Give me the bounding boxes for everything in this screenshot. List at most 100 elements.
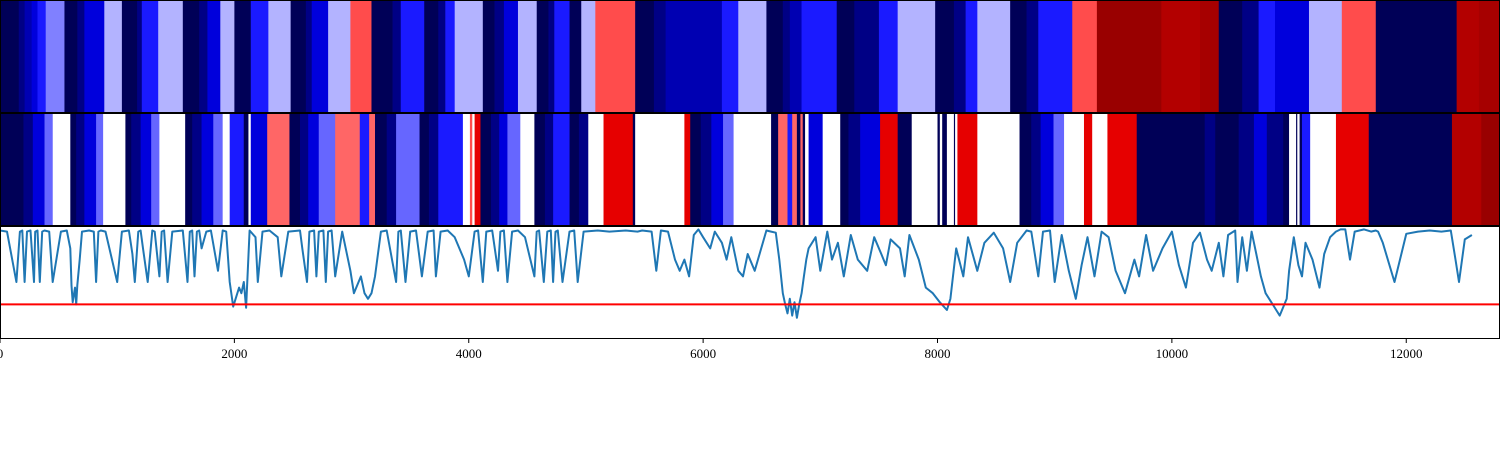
heatmap-cell bbox=[632, 113, 636, 225]
heatmap-cell bbox=[318, 113, 336, 225]
heatmap-cell bbox=[158, 0, 184, 112]
heatmap-cell bbox=[392, 0, 402, 112]
heatmap-cell bbox=[1283, 113, 1290, 225]
series-line bbox=[0, 228, 1473, 319]
heatmap-cell bbox=[419, 113, 430, 225]
heatmap-cell bbox=[121, 0, 138, 112]
heatmap-cell bbox=[32, 113, 45, 225]
heatmap-cell bbox=[957, 113, 978, 225]
heatmap-cell bbox=[494, 0, 505, 112]
heatmap-cell bbox=[569, 0, 582, 112]
heatmap-cell bbox=[1242, 0, 1259, 112]
heatmap-cell bbox=[897, 0, 936, 112]
heatmap-cell bbox=[1136, 113, 1206, 225]
heatmap-cell bbox=[159, 113, 186, 225]
heatmap-cell bbox=[469, 113, 473, 225]
heatmap-cell bbox=[787, 113, 793, 225]
heatmap-cell bbox=[499, 113, 508, 225]
heatmap-cell bbox=[766, 0, 784, 112]
heatmap-cell bbox=[635, 113, 685, 225]
heatmap-cell bbox=[771, 113, 779, 225]
heatmap-cell bbox=[802, 113, 806, 225]
heatmap-cell bbox=[0, 0, 20, 112]
heatmap-cell bbox=[1010, 0, 1027, 112]
heatmap-cell bbox=[268, 0, 292, 112]
heatmap-cell bbox=[977, 113, 1020, 225]
heatmap-cell bbox=[721, 0, 739, 112]
heatmap-cell bbox=[37, 0, 47, 112]
heatmap-cell bbox=[1451, 113, 1482, 225]
heatmap-cell bbox=[738, 0, 767, 112]
heatmap-cell bbox=[491, 113, 500, 225]
heatmap-cell bbox=[880, 113, 899, 225]
heatmap-cell bbox=[125, 113, 132, 225]
heatmap-cell bbox=[1478, 0, 1500, 112]
heatmap-cell bbox=[445, 0, 456, 112]
heatmap-cell bbox=[31, 0, 38, 112]
heatmap-cell bbox=[897, 113, 913, 225]
x-tick-label: 12000 bbox=[1390, 346, 1423, 361]
heatmap-cell bbox=[1072, 0, 1098, 112]
heatmap-cell bbox=[375, 113, 388, 225]
heatmap-cell bbox=[1064, 113, 1085, 225]
heatmap-cell bbox=[711, 113, 724, 225]
heatmap-cell bbox=[782, 0, 791, 112]
heatmap-cell bbox=[1200, 0, 1220, 112]
heatmap-cell bbox=[955, 113, 958, 225]
heatmap-cell bbox=[733, 113, 772, 225]
heatmap-cell bbox=[965, 0, 978, 112]
heatmap-cell bbox=[520, 113, 535, 225]
heatmap-cell bbox=[185, 113, 193, 225]
heatmap-cell bbox=[1253, 113, 1268, 225]
heatmap-cell bbox=[507, 113, 521, 225]
heatmap-cell bbox=[840, 113, 849, 225]
heatmap-cell bbox=[684, 113, 691, 225]
x-tick-label: 0 bbox=[0, 346, 3, 361]
heatmap-cell bbox=[454, 0, 484, 112]
x-axis: 0 2000 4000 6000 8000 10000 12000 bbox=[0, 338, 1423, 361]
heatmap-cell bbox=[18, 0, 26, 112]
heatmap-cell bbox=[588, 113, 604, 225]
heatmap-cell bbox=[151, 113, 160, 225]
heatmap-cell bbox=[946, 113, 955, 225]
heatmap-cell bbox=[192, 113, 202, 225]
heatmap-cell bbox=[801, 0, 838, 112]
heatmap-cell bbox=[1218, 0, 1243, 112]
heatmap-cell bbox=[854, 0, 880, 112]
heatmap-cell bbox=[1301, 113, 1311, 225]
heatmap-cell bbox=[977, 0, 1011, 112]
heatmap-cell bbox=[70, 113, 77, 225]
heatmap-cell bbox=[836, 0, 855, 112]
heatmap-cell bbox=[796, 113, 801, 225]
heatmap-cell bbox=[267, 113, 290, 225]
heatmap-strip-middle bbox=[0, 113, 1500, 225]
heatmap-cell bbox=[234, 0, 252, 112]
heatmap-cell bbox=[1019, 113, 1032, 225]
heatmap-cell bbox=[1297, 113, 1301, 225]
heatmap-cell bbox=[335, 113, 361, 225]
heatmap-cell bbox=[45, 0, 65, 112]
heatmap-cell bbox=[84, 113, 97, 225]
heatmap-cell bbox=[199, 0, 208, 112]
heatmap-cell bbox=[911, 113, 938, 225]
x-tick-label: 2000 bbox=[221, 346, 247, 361]
heatmap-cell bbox=[328, 0, 351, 112]
heatmap-cell bbox=[536, 0, 549, 112]
heatmap-cell bbox=[503, 0, 519, 112]
heatmap-cell bbox=[1031, 113, 1042, 225]
heatmap-cell bbox=[792, 113, 798, 225]
heatmap-cell bbox=[207, 0, 221, 112]
heatmap-cell bbox=[472, 113, 476, 225]
heatmap-cell bbox=[1258, 0, 1276, 112]
heatmap-cell bbox=[1335, 113, 1370, 225]
heatmap-cell bbox=[939, 113, 943, 225]
heatmap-cell bbox=[52, 113, 71, 225]
heatmap-cell bbox=[137, 0, 143, 112]
heatmap-cell bbox=[1096, 0, 1162, 112]
heatmap-cell bbox=[635, 0, 655, 112]
heatmap-cell bbox=[305, 0, 313, 112]
heatmap-cell bbox=[350, 0, 372, 112]
heatmap-cell bbox=[1375, 0, 1458, 112]
heatmap-cell bbox=[386, 113, 397, 225]
heatmap-cell bbox=[1266, 113, 1284, 225]
